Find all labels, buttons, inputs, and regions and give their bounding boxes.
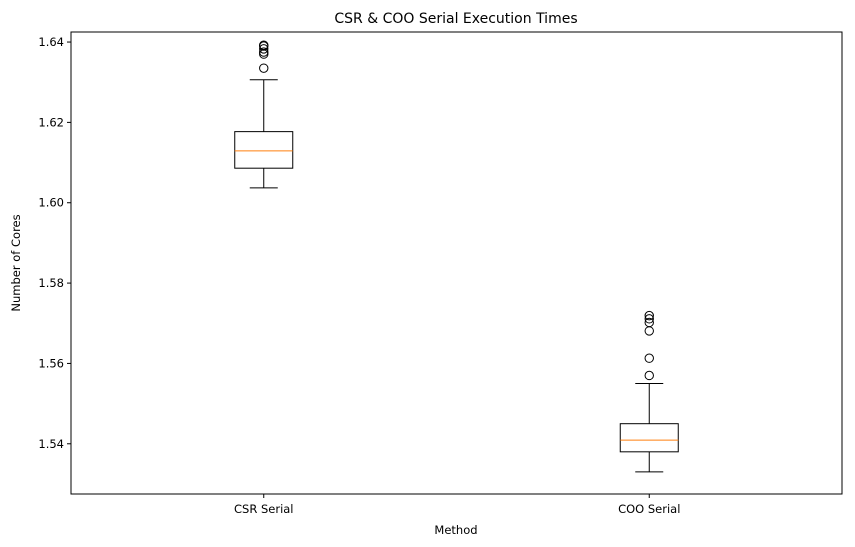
y-axis-label: Number of Cores: [9, 214, 23, 311]
x-axis-label: Method: [434, 523, 477, 537]
outlier-point: [259, 63, 269, 73]
box-group: [234, 40, 294, 189]
x-tick-label: CSR Serial: [234, 502, 294, 516]
y-tick-label: 1.56: [38, 356, 64, 370]
iqr-box: [234, 131, 294, 169]
outlier-point: [259, 44, 269, 54]
plot-frame: [70, 31, 843, 495]
chart-title: CSR & COO Serial Execution Times: [334, 11, 577, 27]
y-tick-label: 1.64: [38, 35, 64, 49]
y-tick-label: 1.62: [38, 115, 64, 129]
outlier-point: [644, 317, 654, 328]
outlier-point: [259, 47, 269, 57]
outlier-point: [644, 326, 654, 336]
y-tick-label: 1.58: [38, 276, 64, 290]
outlier-point: [644, 370, 654, 381]
y-tick-label: 1.60: [38, 196, 64, 210]
x-tick-label: COO Serial: [618, 502, 680, 516]
plot-area: [234, 40, 679, 473]
y-tick-label: 1.54: [38, 437, 64, 451]
outlier-point: [644, 310, 654, 321]
box-group: [619, 310, 679, 473]
outlier-point: [644, 353, 654, 363]
outlier-point: [644, 314, 654, 324]
outlier-point: [259, 40, 269, 50]
iqr-box: [619, 423, 679, 453]
